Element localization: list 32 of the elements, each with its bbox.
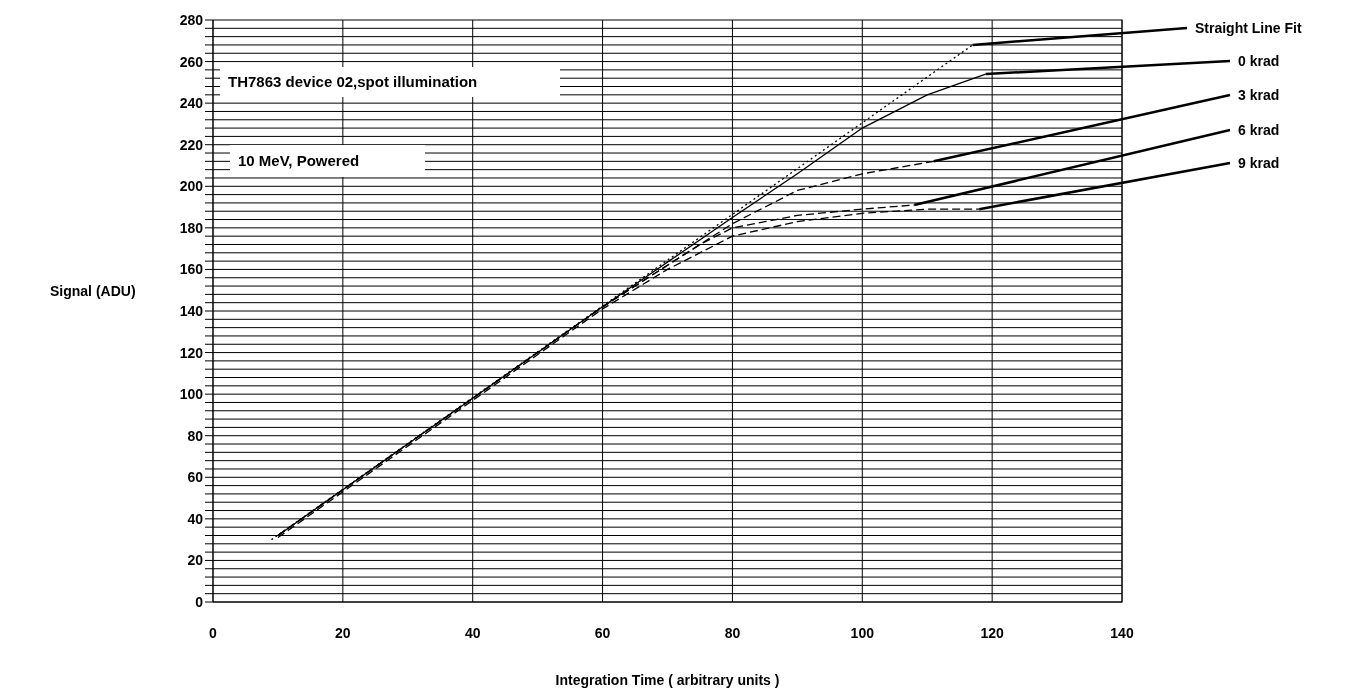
y-tick-label: 160: [179, 261, 204, 278]
y-tick-label: 0: [195, 593, 204, 610]
y-tick-label: 100: [179, 386, 204, 403]
x-tick-label: 100: [850, 624, 875, 641]
x-axis-title: Integration Time ( arbitrary units ): [555, 672, 780, 688]
y-tick-label: 60: [187, 469, 204, 486]
y-tick-label: 220: [179, 136, 204, 153]
text: Straight Line Fit: [1195, 20, 1302, 36]
text: 3 krad: [1238, 87, 1280, 103]
text: 9 krad: [1238, 155, 1280, 171]
annotation: TH7863 device 02,spot illumination: [228, 73, 478, 90]
text: 6 krad: [1238, 122, 1280, 138]
y-tick-label: 280: [179, 11, 204, 28]
x-tick-label: 60: [594, 624, 611, 641]
x-tick-label: 40: [464, 624, 481, 641]
x-tick-label: 20: [335, 624, 351, 641]
y-tick-label: 140: [179, 302, 204, 319]
y-tick-label: 40: [187, 510, 204, 527]
x-tick-label: 140: [1110, 624, 1134, 641]
x-tick-label: 80: [724, 624, 741, 641]
annotation: 10 MeV, Powered: [238, 152, 360, 169]
text: 0 krad: [1238, 53, 1280, 69]
y-tick-label: 20: [187, 552, 204, 569]
x-tick-label: 0: [209, 624, 218, 641]
y-tick-label: 80: [187, 427, 204, 444]
y-tick-label: 260: [179, 53, 204, 70]
y-axis-title: Signal (ADU): [50, 282, 136, 299]
y-tick-label: 200: [179, 178, 204, 195]
x-tick-label: 120: [980, 624, 1005, 641]
y-tick-label: 120: [179, 344, 204, 361]
y-tick-label: 180: [179, 219, 204, 236]
y-tick-label: 240: [179, 95, 204, 112]
